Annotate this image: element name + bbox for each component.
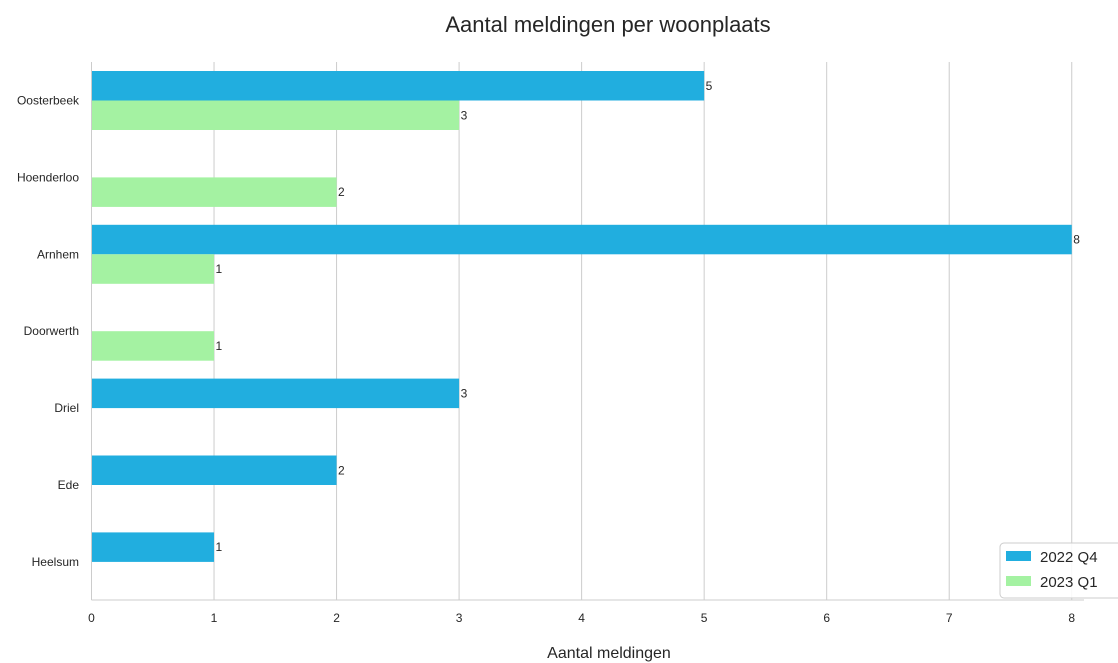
bar: [91, 71, 705, 101]
y-axis-ticks: Oosterbeek Hoenderloo Arnhem Doorwerth Driel…: [17, 94, 80, 569]
y-tick-label: Ede: [58, 478, 80, 492]
bar: [91, 224, 1072, 255]
chart-title: Aantal meldingen per woonplaats: [445, 12, 770, 37]
x-tick-label: 7: [946, 611, 953, 625]
legend-label: 2023 Q1: [1040, 574, 1098, 591]
legend-swatch: [1006, 576, 1031, 586]
bar: [91, 254, 215, 284]
y-tick-label: Oosterbeek: [17, 94, 80, 108]
bar: [91, 532, 215, 562]
data-label: 3: [461, 108, 468, 122]
data-labels: 5 3 2 8 1 1 3 2 1: [216, 79, 1081, 554]
data-label: 5: [706, 79, 713, 93]
data-label: 1: [216, 262, 223, 276]
legend: 2022 Q4 2023 Q1: [999, 542, 1118, 599]
data-label: 8: [1073, 233, 1080, 247]
data-label: 1: [216, 540, 223, 554]
grid-lines: [213, 62, 1073, 600]
x-tick-label: 0: [88, 611, 95, 625]
data-label: 3: [461, 386, 468, 400]
x-axis-ticks: 0 1 2 3 4 5 6 7 8: [88, 611, 1075, 625]
bar: [91, 100, 460, 130]
y-tick-label: Driel: [54, 401, 79, 415]
bar: [91, 331, 215, 361]
y-tick-label: Heelsum: [32, 555, 79, 569]
x-tick-label: 6: [823, 611, 830, 625]
y-tick-label: Doorwerth: [24, 324, 79, 338]
legend-swatch: [1006, 551, 1031, 561]
legend-label: 2022 Q4: [1040, 549, 1098, 566]
bar: [91, 177, 337, 207]
x-tick-label: 5: [701, 611, 708, 625]
y-tick-label: Arnhem: [37, 247, 79, 261]
x-tick-label: 3: [456, 611, 463, 625]
y-tick-label: Hoenderloo: [17, 170, 79, 184]
x-tick-label: 4: [578, 611, 585, 625]
data-label: 1: [216, 339, 223, 353]
x-tick-label: 2: [333, 611, 340, 625]
data-label: 2: [338, 185, 345, 199]
bar: [91, 455, 337, 485]
x-axis-label: Aantal meldingen: [547, 645, 671, 662]
x-tick-label: 1: [211, 611, 218, 625]
x-tick-label: 8: [1068, 611, 1075, 625]
data-label: 2: [338, 463, 345, 477]
bars: [91, 71, 1072, 562]
bar: [91, 378, 460, 409]
